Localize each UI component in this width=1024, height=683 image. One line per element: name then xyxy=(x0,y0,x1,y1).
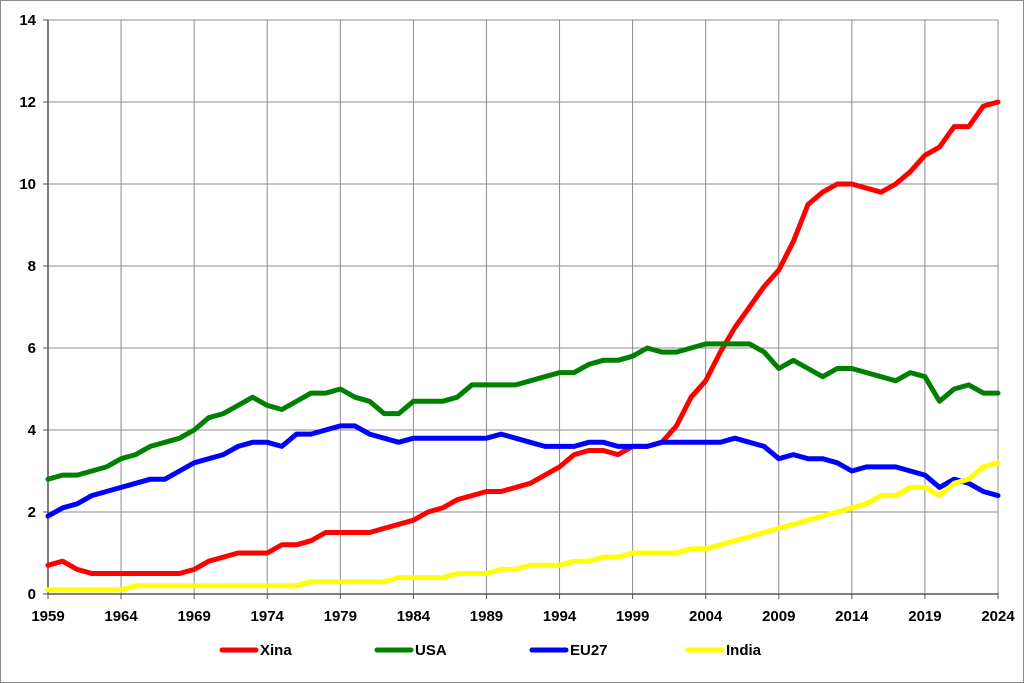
series-lines xyxy=(45,99,1001,593)
y-tick-label: 8 xyxy=(28,258,36,275)
x-tick-label: 1989 xyxy=(470,608,503,625)
x-tick-label: 2024 xyxy=(981,608,1015,625)
legend-label-eu27: EU27 xyxy=(570,642,608,659)
x-tick-label: 1999 xyxy=(616,608,649,625)
x-tick-label: 1964 xyxy=(104,608,138,625)
x-tick-label: 1969 xyxy=(177,608,210,625)
x-tick-labels: 1959 1964 1969 1974 1979 1984 1989 1994 1999 2004… xyxy=(31,608,1015,625)
legend-label-usa: USA xyxy=(415,642,447,659)
series-line-india xyxy=(45,460,1001,593)
gridlines xyxy=(43,19,999,599)
x-tick-label: 2014 xyxy=(835,608,869,625)
y-tick-label: 12 xyxy=(19,94,36,111)
x-tick-label: 1974 xyxy=(251,608,285,625)
series-line-eu27 xyxy=(45,423,1001,519)
legend-label-xina: Xina xyxy=(260,642,292,659)
series-line-usa xyxy=(45,341,1001,482)
x-tick-label: 1984 xyxy=(397,608,431,625)
axes xyxy=(47,20,998,595)
y-tick-labels: 0 2 4 6 8 10 12 14 xyxy=(19,12,36,603)
x-tick-label: 1979 xyxy=(324,608,357,625)
legend: Xina USA EU27 India xyxy=(219,642,762,659)
x-tick-label: 1994 xyxy=(543,608,577,625)
y-tick-label: 10 xyxy=(19,176,36,193)
y-tick-label: 6 xyxy=(28,340,36,357)
x-tick-label: 2009 xyxy=(762,608,795,625)
y-tick-label: 0 xyxy=(28,586,36,603)
y-tick-label: 4 xyxy=(28,422,37,439)
x-tick-label: 1959 xyxy=(31,608,64,625)
series-line-xina xyxy=(45,99,1001,576)
x-tick-label: 2004 xyxy=(689,608,723,625)
y-tick-label: 14 xyxy=(19,12,36,29)
y-tick-label: 2 xyxy=(28,504,36,521)
x-tick-label: 2019 xyxy=(908,608,941,625)
legend-label-india: India xyxy=(726,642,762,659)
